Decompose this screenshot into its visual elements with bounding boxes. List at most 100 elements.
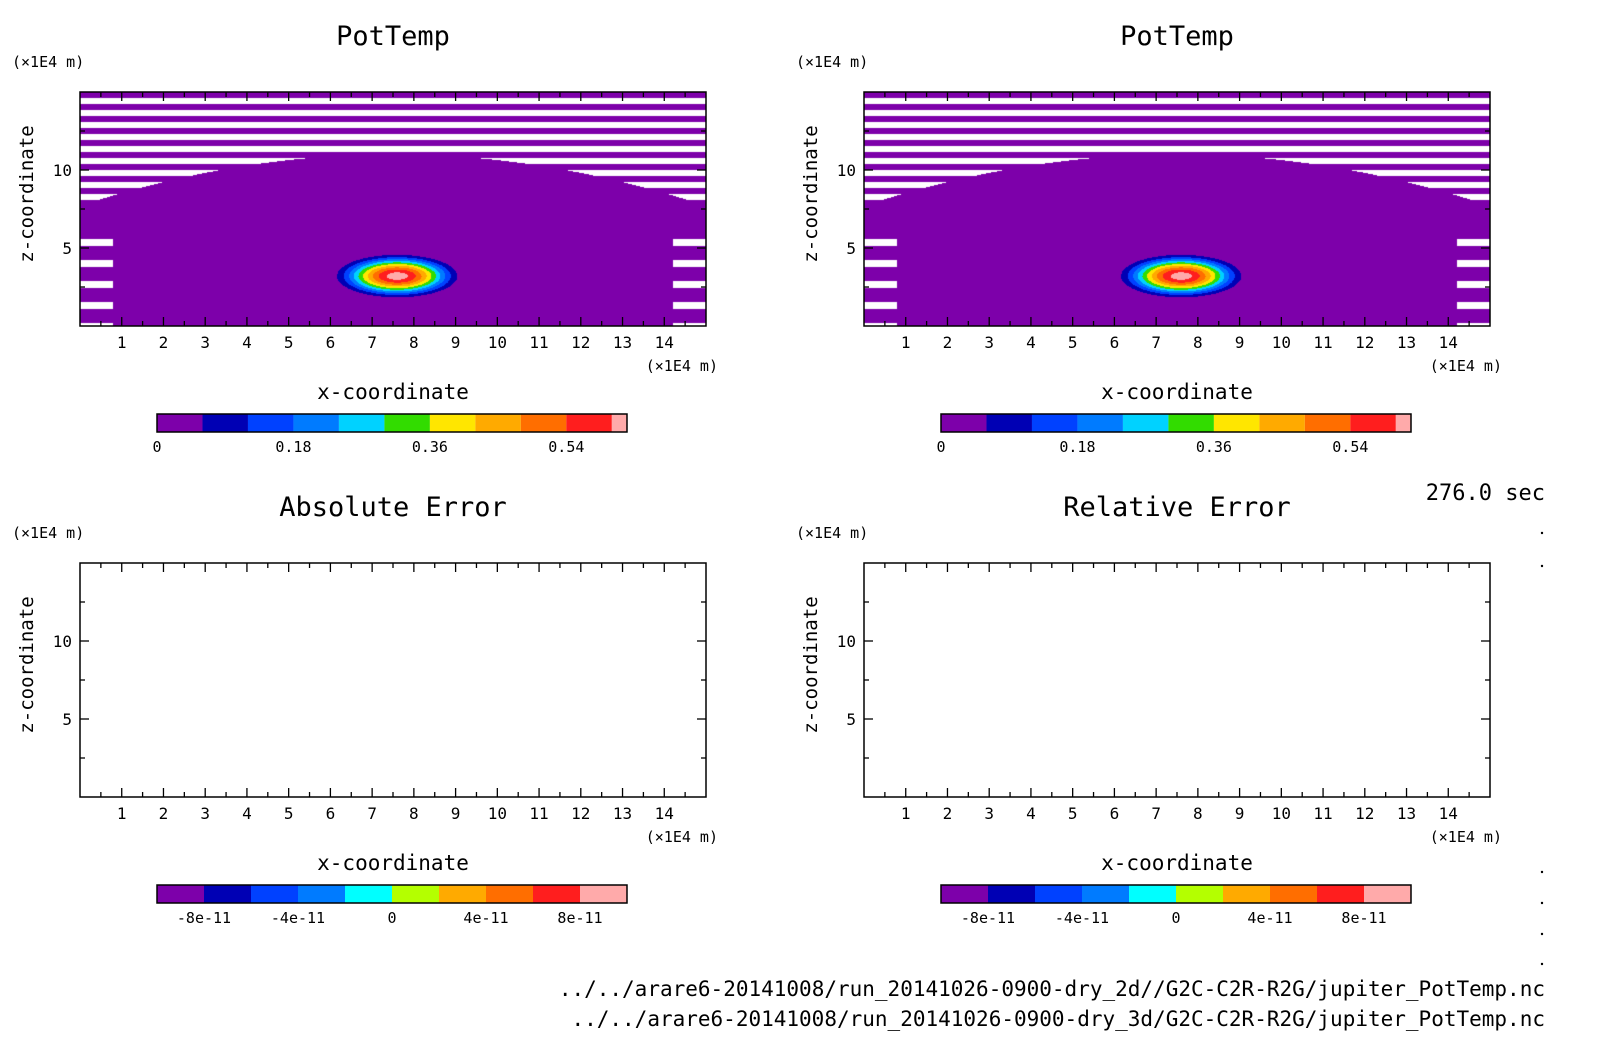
- x-tick-label: 7: [367, 333, 377, 352]
- chart-title: Absolute Error: [279, 492, 507, 523]
- colorbar-swatch: [1213, 414, 1260, 432]
- colorbar: 0 0.18 0.36 0.54: [152, 413, 628, 456]
- x-tick-label: 13: [613, 333, 632, 352]
- x-unit-label: (×1E4 m): [646, 828, 718, 846]
- colorbar-swatch: [298, 885, 345, 903]
- x-unit-label: (×1E4 m): [1430, 828, 1502, 846]
- x-tick-label: 14: [1439, 333, 1458, 352]
- x-tick-label: 9: [451, 804, 461, 823]
- x-tick-label: 11: [529, 333, 548, 352]
- colorbar-swatch: [486, 885, 533, 903]
- x-tick-label: 5: [284, 804, 294, 823]
- x-axis-label: x-coordinate: [317, 380, 469, 404]
- margin-dot: [1540, 901, 1544, 905]
- x-tick-label: 11: [529, 804, 548, 823]
- x-tick-label: 12: [1355, 333, 1374, 352]
- x-tick-label: 13: [1397, 804, 1416, 823]
- colorbar-swatch: [1082, 885, 1129, 903]
- colorbar-tick-label: 4e-11: [463, 909, 508, 927]
- colorbar-swatch: [520, 414, 567, 432]
- chart-title: Relative Error: [1063, 492, 1291, 523]
- margin-dot: [1540, 564, 1544, 568]
- x-axis-label: x-coordinate: [1101, 380, 1253, 404]
- colorbar-swatch: [384, 414, 430, 432]
- y-unit-label: (×1E4 m): [12, 53, 84, 71]
- plot-frame: [863, 562, 1491, 798]
- x-tick-label: 3: [200, 804, 210, 823]
- x-tick-label: 8: [1193, 333, 1203, 352]
- x-tick-label: 4: [242, 333, 252, 352]
- colorbar-frame: [940, 413, 1412, 433]
- y-axis-label: z-coordinate: [800, 125, 822, 262]
- colorbar-frame: [156, 884, 628, 904]
- x-tick-label: 6: [1110, 333, 1120, 352]
- colorbar-swatch: [941, 885, 988, 903]
- contour-field: [80, 92, 706, 326]
- x-tick-label: 6: [1110, 804, 1120, 823]
- x-tick-label: 9: [1235, 333, 1245, 352]
- colorbar: 0 0.18 0.36 0.54: [936, 413, 1412, 456]
- x-tick-label: 2: [943, 804, 953, 823]
- colorbar-swatch: [941, 414, 987, 432]
- margin-dot: [1540, 531, 1544, 535]
- margin-dots: [1540, 531, 1544, 966]
- colorbar-swatch: [157, 414, 203, 432]
- chart-title: PotTemp: [336, 21, 450, 52]
- x-tick-label: 14: [655, 333, 674, 352]
- y-tick-label: 10: [837, 161, 856, 180]
- x-tick-label: 3: [200, 333, 210, 352]
- colorbar-frame: [940, 884, 1412, 904]
- colorbar-swatch: [1035, 885, 1082, 903]
- colorbar-swatch: [475, 414, 521, 432]
- colorbar-tick-label: 8e-11: [1341, 909, 1386, 927]
- colorbar-swatch: [1168, 414, 1214, 432]
- colorbar-swatch: [1304, 414, 1351, 432]
- colorbar-swatch: [338, 414, 385, 432]
- y-tick-label: 5: [62, 239, 72, 258]
- colorbar-swatch: [1176, 885, 1223, 903]
- x-tick-label: 4: [1026, 333, 1036, 352]
- colorbar-swatch: [1270, 885, 1317, 903]
- x-tick-label: 11: [1313, 333, 1332, 352]
- colorbar-swatch: [439, 885, 486, 903]
- colorbar-swatch: [392, 885, 439, 903]
- colorbar-tick-label: -8e-11: [177, 909, 231, 927]
- colorbar-tick-label: -4e-11: [271, 909, 325, 927]
- x-tick-label: 10: [1272, 333, 1291, 352]
- footer-file-path-2: ../../arare6-20141008/run_20141026-0900-…: [571, 1007, 1545, 1031]
- margin-dot: [1540, 932, 1544, 936]
- colorbar-swatch: [1122, 414, 1169, 432]
- y-tick-label: 10: [53, 161, 72, 180]
- colorbar-tick-label: -4e-11: [1055, 909, 1109, 927]
- y-unit-label: (×1E4 m): [796, 53, 868, 71]
- x-tick-label: 6: [326, 333, 336, 352]
- y-unit-label: (×1E4 m): [796, 524, 868, 542]
- x-tick-label: 5: [1068, 804, 1078, 823]
- colorbar-tick-label: 4e-11: [1247, 909, 1292, 927]
- colorbar-tick-label: 0: [936, 438, 945, 456]
- x-tick-label: 4: [242, 804, 252, 823]
- x-tick-label: 3: [984, 333, 994, 352]
- colorbar-swatch: [580, 885, 627, 903]
- y-tick-label: 10: [837, 632, 856, 651]
- x-tick-label: 4: [1026, 804, 1036, 823]
- colorbar-swatch: [566, 414, 612, 432]
- colorbar-swatch: [988, 885, 1035, 903]
- time-label: 276.0 sec: [1426, 481, 1545, 506]
- colorbar-tick-label: 0.18: [1059, 438, 1095, 456]
- x-tick-label: 13: [1397, 333, 1416, 352]
- colorbar-tick-label: 0: [387, 909, 396, 927]
- x-tick-label: 9: [451, 333, 461, 352]
- colorbar-tick-label: 8e-11: [557, 909, 602, 927]
- x-tick-label: 10: [488, 333, 507, 352]
- x-tick-label: 9: [1235, 804, 1245, 823]
- y-tick-label: 5: [846, 239, 856, 258]
- colorbar-swatch: [247, 414, 294, 432]
- x-tick-label: 7: [367, 804, 377, 823]
- x-axis-label: x-coordinate: [1101, 851, 1253, 875]
- x-tick-label: 2: [159, 804, 169, 823]
